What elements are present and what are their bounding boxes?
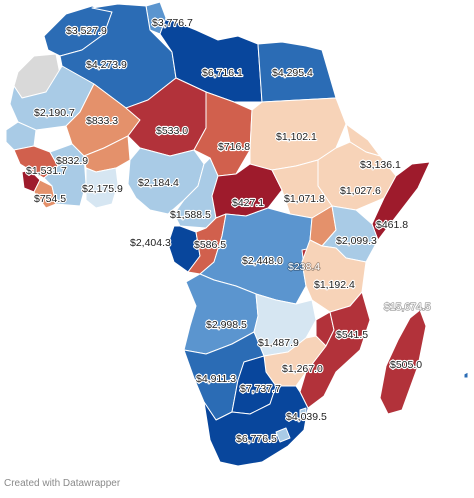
country-lesotho[interactable]	[275, 427, 291, 443]
label-car: $427.1	[232, 197, 264, 209]
label-tunisia: $3,776.7	[152, 17, 193, 29]
datawrapper-credit[interactable]: Created with Datawrapper	[4, 478, 121, 489]
label-mauritania: $2,190.7	[34, 107, 75, 119]
label-south-sudan: $1,071.8	[284, 193, 325, 205]
label-tanzania: $1,192.4	[314, 279, 355, 291]
label-sierra-leone: $1,531.7	[26, 165, 67, 177]
label-morocco: $3,527.9	[66, 25, 107, 37]
label-angola: $2,998.5	[206, 319, 247, 331]
label-nigeria: $2,184.4	[138, 177, 179, 189]
label-egypt: $4,295.4	[272, 67, 313, 79]
label-drc: $2,448.0	[242, 255, 283, 267]
label-rwanda: $238.4	[288, 261, 320, 273]
label-chad: $716.8	[218, 141, 250, 153]
country-south-africa[interactable]	[203, 385, 309, 467]
label-congo: $586.5	[194, 239, 226, 251]
country-libya[interactable]	[159, 17, 263, 103]
label-zimbabwe: $1,267.0	[282, 363, 323, 375]
label-kenya: $2,099.3	[336, 235, 377, 247]
label-guinea: $832.9	[56, 155, 88, 167]
label-somalia: $461.8	[376, 219, 408, 231]
country-cote-divoire[interactable]	[43, 143, 87, 207]
country-eswatini[interactable]	[299, 407, 307, 419]
label-eritrea: $3,136.1	[360, 159, 401, 171]
country-somalia[interactable]	[371, 161, 431, 241]
label-sudan: $1,102.1	[276, 131, 317, 143]
value-labels: $3,527.9 $3,776.7 $4,273.9 $6,716.1 $4,2…	[25, 16, 432, 446]
label-liberia: $754.5	[34, 193, 66, 205]
label-botswana: $7,737.7	[240, 383, 281, 395]
label-niger: $533.0	[156, 125, 188, 137]
country-ghana[interactable]	[85, 167, 119, 209]
label-cameroon: $1,588.5	[170, 209, 211, 221]
label-namibia: $4,911.3	[196, 373, 236, 385]
label-seychelles: $15,674.5	[384, 301, 431, 313]
label-mali: $833.3	[86, 115, 118, 127]
label-cote-divoire: $2,175.9	[82, 183, 123, 195]
label-mozambique: $4,039.5	[286, 411, 327, 423]
label-gabon: $2,404.3	[130, 237, 171, 249]
label-ethiopia: $1,027.6	[340, 185, 381, 197]
label-libya: $6,716.1	[202, 67, 243, 79]
countries	[5, 1, 469, 467]
label-madagascar: $505.0	[390, 359, 422, 371]
label-algeria: $4,273.9	[86, 59, 127, 71]
country-madagascar[interactable]	[379, 309, 427, 415]
label-south-africa: $6,776.5	[236, 433, 277, 445]
label-malawi: $541.5	[336, 329, 368, 341]
label-zambia: $1,487.9	[258, 337, 299, 349]
country-mauritius[interactable]	[463, 371, 469, 379]
